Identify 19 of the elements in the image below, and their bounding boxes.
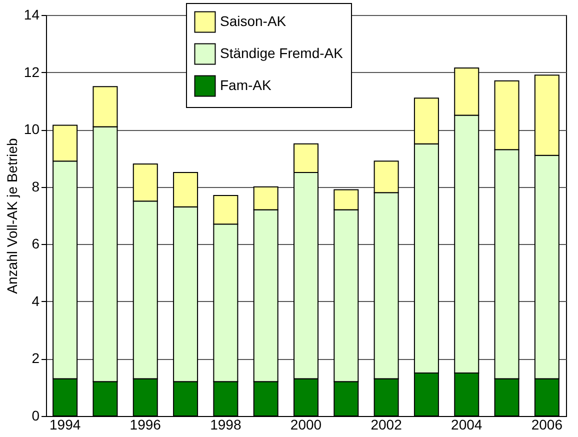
- x-tick-label: 1994: [49, 416, 81, 432]
- legend-label: Saison-AK: [220, 13, 287, 29]
- y-tick-label: 14: [24, 6, 40, 22]
- legend-label: Fam-AK: [220, 77, 272, 93]
- x-tick-label: 2006: [531, 416, 563, 432]
- y-tick-label: 4: [32, 292, 40, 309]
- x-tick-label: 1998: [210, 416, 242, 432]
- y-tick-label: 0: [32, 408, 40, 424]
- y-tick-label: 12: [24, 64, 40, 80]
- x-tick-label: 2000: [290, 416, 322, 432]
- x-tick-label: 2004: [451, 416, 482, 432]
- x-tick-label: 1996: [130, 416, 162, 432]
- legend-label: Ständige Fremd-AK: [220, 45, 344, 61]
- y-axis-title: Anzahl Voll-AK je Betrieb: [4, 138, 20, 294]
- y-tick-label: 6: [32, 236, 40, 252]
- y-tick-label: 2: [32, 350, 40, 366]
- x-tick-label: 2002: [370, 416, 402, 432]
- y-tick-label: 10: [24, 121, 40, 138]
- y-tick-label: 8: [32, 178, 40, 194]
